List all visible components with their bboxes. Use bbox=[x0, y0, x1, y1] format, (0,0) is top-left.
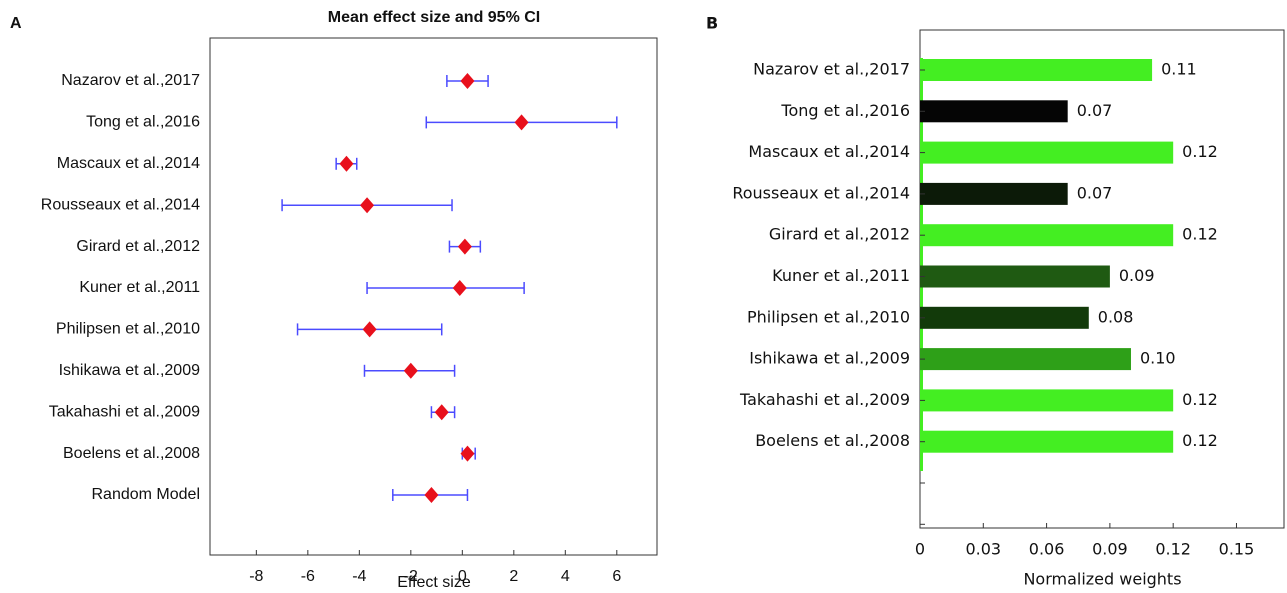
x-tick-label: 0.03 bbox=[965, 540, 1001, 559]
value-label: 0.07 bbox=[1077, 101, 1113, 120]
category-label: Nazarov et al.,2017 bbox=[61, 72, 200, 89]
mean-marker bbox=[360, 197, 375, 214]
plot-frame bbox=[209, 37, 658, 556]
x-tick-label: 0 bbox=[915, 540, 925, 559]
mean-marker bbox=[403, 362, 418, 379]
category-label: Mascaux et al.,2014 bbox=[57, 155, 200, 172]
bar bbox=[920, 59, 1153, 81]
x-tick-label: -4 bbox=[352, 568, 366, 585]
value-label: 0.11 bbox=[1161, 60, 1197, 79]
bar bbox=[920, 265, 1110, 288]
panel-label: B bbox=[706, 14, 718, 33]
mean-marker bbox=[460, 445, 475, 462]
x-tick-label: 0.12 bbox=[1155, 540, 1191, 559]
mean-marker bbox=[434, 404, 449, 421]
category-label: Boelens et al.,2008 bbox=[755, 431, 910, 450]
value-label: 0.07 bbox=[1077, 183, 1113, 202]
x-tick-label: 2 bbox=[509, 568, 518, 585]
chart-panel: B 0 0.03 0.06 0.09 0.12 0.15 Normalized weights… bbox=[706, 14, 1285, 589]
mean-marker bbox=[460, 73, 475, 89]
value-label: 0.08 bbox=[1098, 307, 1134, 326]
category-label: Ishikawa et al.,2009 bbox=[749, 349, 910, 368]
bar bbox=[920, 348, 1131, 371]
bar bbox=[920, 100, 1068, 123]
axis-stripe bbox=[920, 58, 923, 471]
category-label: Nazarov et al.,2017 bbox=[753, 60, 910, 79]
value-label: 0.10 bbox=[1140, 349, 1176, 368]
category-label: Girard et al.,2012 bbox=[769, 225, 910, 244]
category-label: Random Model bbox=[92, 486, 201, 503]
category-label: Ishikawa et al.,2009 bbox=[59, 362, 201, 379]
value-label: 0.12 bbox=[1182, 431, 1218, 450]
category-label: Tong et al.,2016 bbox=[86, 114, 200, 131]
bar bbox=[920, 389, 1174, 412]
category-label: Girard et al.,2012 bbox=[76, 238, 200, 255]
x-tick-label: 0.15 bbox=[1219, 540, 1255, 559]
category-label: Rousseaux et al.,2014 bbox=[41, 196, 200, 213]
panel-label: A bbox=[10, 15, 22, 32]
value-label: 0.12 bbox=[1182, 142, 1218, 161]
category-label: Philipsen et al.,2010 bbox=[56, 321, 200, 338]
category-label: Rousseaux et al.,2014 bbox=[732, 183, 910, 202]
value-label: 0.12 bbox=[1182, 225, 1218, 244]
mean-marker bbox=[362, 321, 377, 338]
mean-marker bbox=[457, 238, 472, 255]
bar bbox=[920, 141, 1174, 164]
category-label: Takahashi et al.,2009 bbox=[739, 390, 910, 409]
mean-marker bbox=[514, 114, 529, 131]
category-label: Takahashi et al.,2009 bbox=[49, 403, 200, 420]
chart-title: Mean effect size and 95% CI bbox=[328, 9, 541, 26]
mean-marker bbox=[452, 280, 467, 296]
value-label: 0.09 bbox=[1119, 266, 1155, 285]
category-label: Philipsen et al.,2010 bbox=[747, 307, 910, 326]
mean-marker bbox=[424, 487, 439, 503]
x-tick-label: 6 bbox=[612, 568, 621, 585]
bar bbox=[920, 430, 1174, 453]
x-tick-label: 4 bbox=[561, 568, 570, 585]
category-label: Tong et al.,2016 bbox=[780, 101, 910, 120]
x-axis-label: Normalized weights bbox=[1023, 570, 1181, 589]
category-label: Boelens et al.,2008 bbox=[63, 445, 200, 462]
x-tick-label: -8 bbox=[249, 568, 263, 585]
x-tick-label: 0 bbox=[458, 568, 467, 585]
category-label: Kuner et al.,2011 bbox=[79, 279, 200, 296]
bar bbox=[920, 224, 1174, 247]
x-tick-label: 0.09 bbox=[1092, 540, 1128, 559]
chart-panel: A Mean effect size and 95% CI -8 -6 -4 -2 0 2 4 6… bbox=[10, 9, 658, 591]
x-tick-label: 0.06 bbox=[1029, 540, 1065, 559]
x-tick-label: -2 bbox=[404, 568, 418, 585]
x-tick-label: -6 bbox=[301, 568, 315, 585]
value-label: 0.12 bbox=[1182, 390, 1218, 409]
bar bbox=[920, 306, 1089, 329]
mean-marker bbox=[339, 155, 354, 172]
bar bbox=[920, 182, 1068, 205]
category-label: Mascaux et al.,2014 bbox=[748, 142, 910, 161]
x-axis-label: Effect size bbox=[397, 574, 471, 591]
category-label: Kuner et al.,2011 bbox=[772, 266, 910, 285]
